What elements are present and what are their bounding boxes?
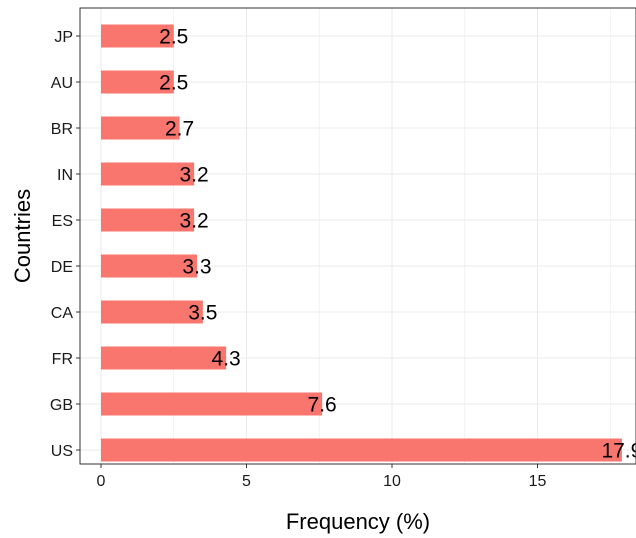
data-label-fr: 4.3	[212, 348, 241, 371]
bar-jp	[101, 24, 174, 48]
data-label-br: 2.7	[165, 118, 194, 141]
data-label-gb: 7.6	[308, 394, 337, 417]
y-tick-label: BR	[51, 121, 73, 138]
y-tick-label: CA	[51, 305, 74, 322]
bar-us	[101, 438, 622, 462]
y-tick-label: AU	[51, 75, 73, 92]
x-tick-label: 0	[97, 473, 106, 490]
bar-in	[101, 162, 195, 186]
data-label-in: 3.2	[180, 164, 209, 187]
bar-br	[101, 116, 180, 140]
y-tick-label: ES	[52, 213, 73, 230]
x-axis-title: Frequency (%)	[286, 509, 430, 534]
data-label-de: 3.3	[182, 256, 211, 279]
y-axis: JP AU BR IN ES DE CA FR GB US	[50, 29, 80, 460]
bar-de	[101, 254, 198, 278]
x-tick-label: 5	[242, 473, 251, 490]
bar-ca	[101, 300, 203, 324]
x-tick-label: 10	[383, 473, 401, 490]
y-axis-title: Countries	[10, 189, 35, 283]
bar-gb	[101, 392, 323, 416]
data-label-es: 3.2	[180, 210, 209, 233]
bar-au	[101, 70, 174, 94]
data-label-ca: 3.5	[188, 302, 217, 325]
x-axis: 0 5 10 15	[97, 464, 547, 490]
y-tick-label: JP	[54, 29, 73, 46]
data-label-us: 17.9	[601, 440, 636, 463]
y-tick-label: IN	[57, 167, 73, 184]
bars	[101, 24, 622, 462]
data-label-jp: 2.5	[159, 26, 188, 49]
y-tick-label: FR	[52, 351, 73, 368]
y-tick-label: DE	[51, 259, 73, 276]
bar-es	[101, 208, 195, 232]
y-tick-label: GB	[50, 397, 73, 414]
data-label-au: 2.5	[159, 72, 188, 95]
panel-border	[79, 7, 636, 465]
bar-fr	[101, 346, 227, 370]
y-tick-label: US	[51, 443, 73, 460]
data-labels: 2.5 2.5 2.7 3.2 3.2 3.3 3.5 4.3 7.6 17.9	[159, 26, 636, 463]
x-tick-label: 15	[529, 473, 547, 490]
